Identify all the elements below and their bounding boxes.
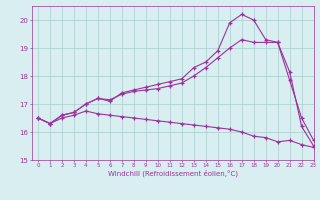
X-axis label: Windchill (Refroidissement éolien,°C): Windchill (Refroidissement éolien,°C) (108, 170, 238, 177)
